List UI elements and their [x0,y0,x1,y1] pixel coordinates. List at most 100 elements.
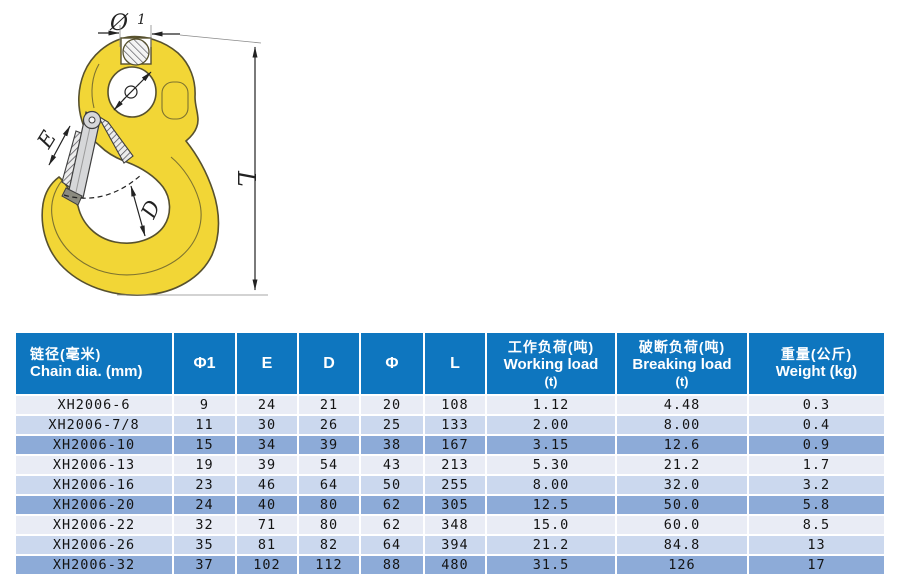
col-header-chain-dia: 链径(毫米) Chain dia. (mm) [14,331,174,396]
phi-arrow-upper [137,71,152,86]
phi-symbol-slash [122,83,140,101]
table-row: XH2006-6 9 24 21 20 108 1.12 4.48 0.3 [14,394,886,416]
value-cell: 3.15 [485,434,617,456]
col-header-working-load: 工作负荷(吨) Working load (t) [485,331,617,396]
value-cell: 21 [297,394,361,416]
value-cell: 305 [423,494,487,516]
table-row: XH2006-13 19 39 54 43 213 5.30 21.2 1.7 [14,454,886,476]
value-cell: 20 [359,394,425,416]
value-cell: 8.00 [485,474,617,496]
value-cell: 50 [359,474,425,496]
d-arrow [130,185,146,237]
latch-pivot-hole [88,116,96,124]
value-cell: 126 [615,554,749,576]
latch-arm [96,114,134,164]
value-cell: 26 [297,414,361,436]
value-cell: 25 [359,414,425,436]
latch-plate-line [75,117,93,193]
value-cell: 9 [172,394,237,416]
value-cell: 108 [423,394,487,416]
phi-symbol [124,85,138,99]
value-cell: 480 [423,554,487,576]
bowl-contour-line [51,156,202,276]
table-row: XH2006-32 37 102 112 88 480 31.5 126 17 [14,554,886,576]
value-cell: 112 [297,554,361,576]
value-cell: 39 [235,454,299,476]
chain-dia-cn: 链径(毫米) [30,346,102,362]
value-cell: 71 [235,514,299,536]
value-cell: 2.00 [485,414,617,436]
col-header-phi1: Φ1 [172,331,237,396]
dim-phi1: Ø 1 [98,11,262,47]
weight-cn: 重量(公斤) [780,346,853,362]
value-cell: 167 [423,434,487,456]
value-cell: 213 [423,454,487,476]
eye-boss-detail [161,81,189,120]
value-cell: 34 [235,434,299,456]
working-load-unit: (t) [544,373,558,389]
value-cell: 21.2 [615,454,749,476]
hook-body [41,35,220,297]
value-cell: 64 [297,474,361,496]
value-cell: 21.2 [485,534,617,556]
value-cell: 39 [297,434,361,456]
chain-dia-en: Chain dia. (mm) [30,363,143,380]
value-cell: 394 [423,534,487,556]
chain-section [122,38,150,66]
working-load-cn: 工作负荷(吨) [507,338,595,355]
spec-table-rows: XH2006-6 9 24 21 20 108 1.12 4.48 0.3 XH2006-7/8 1… [14,394,886,576]
table-row: XH2006-22 32 71 80 62 348 15.0 60.0 8.5 [14,514,886,536]
value-cell: 24 [172,494,237,516]
value-cell: 102 [235,554,299,576]
weight-en: Weight (kg) [775,363,858,380]
value-cell: 82 [297,534,361,556]
value-cell: 3.2 [747,474,886,496]
value-cell: 60.0 [615,514,749,536]
model-cell: XH2006-20 [14,494,174,516]
value-cell: 1.7 [747,454,886,476]
value-cell: 38 [359,434,425,456]
safety-latch [61,110,134,206]
latch-tip-pad [61,187,83,206]
value-cell: 54 [297,454,361,476]
value-cell: 5.30 [485,454,617,476]
working-load-en: Working load [503,355,599,373]
model-cell: XH2006-10 [14,434,174,456]
l-label: L [232,170,260,187]
value-cell: 46 [235,474,299,496]
dim-phi-eye [113,71,152,111]
model-cell: XH2006-6 [14,394,174,416]
col-header-breaking-load: 破断负荷(吨) Breaking load (t) [615,331,749,396]
value-cell: 40 [235,494,299,516]
value-cell: 24 [235,394,299,416]
value-cell: 8.00 [615,414,749,436]
eye-contour-line [91,63,100,109]
value-cell: 348 [423,514,487,536]
breaking-load-en: Breaking load [632,355,732,373]
value-cell: 17 [747,554,886,576]
phi1-sub-label: 1 [137,12,146,28]
col-header-weight: 重量(公斤) Weight (kg) [747,331,886,396]
table-row: XH2006-10 15 34 39 38 167 3.15 12.6 0.9 [14,434,886,456]
value-cell: 133 [423,414,487,436]
value-cell: 30 [235,414,299,436]
e-arrow [48,125,71,166]
value-cell: 12.6 [615,434,749,456]
table-row: XH2006-20 24 40 80 62 305 12.5 50.0 5.8 [14,494,886,516]
value-cell: 35 [172,534,237,556]
phi1-extension-line [179,34,262,44]
value-cell: 50.0 [615,494,749,516]
table-row: XH2006-26 35 81 82 64 394 21.2 84.8 13 [14,534,886,556]
value-cell: 62 [359,494,425,516]
value-cell: 0.3 [747,394,886,416]
value-cell: 80 [297,494,361,516]
value-cell: 11 [172,414,237,436]
value-cell: 19 [172,454,237,476]
value-cell: 23 [172,474,237,496]
table-row: XH2006-16 23 46 64 50 255 8.00 32.0 3.2 [14,474,886,496]
value-cell: 5.8 [747,494,886,516]
model-cell: XH2006-22 [14,514,174,536]
value-cell: 43 [359,454,425,476]
value-cell: 0.9 [747,434,886,456]
model-cell: XH2006-32 [14,554,174,576]
